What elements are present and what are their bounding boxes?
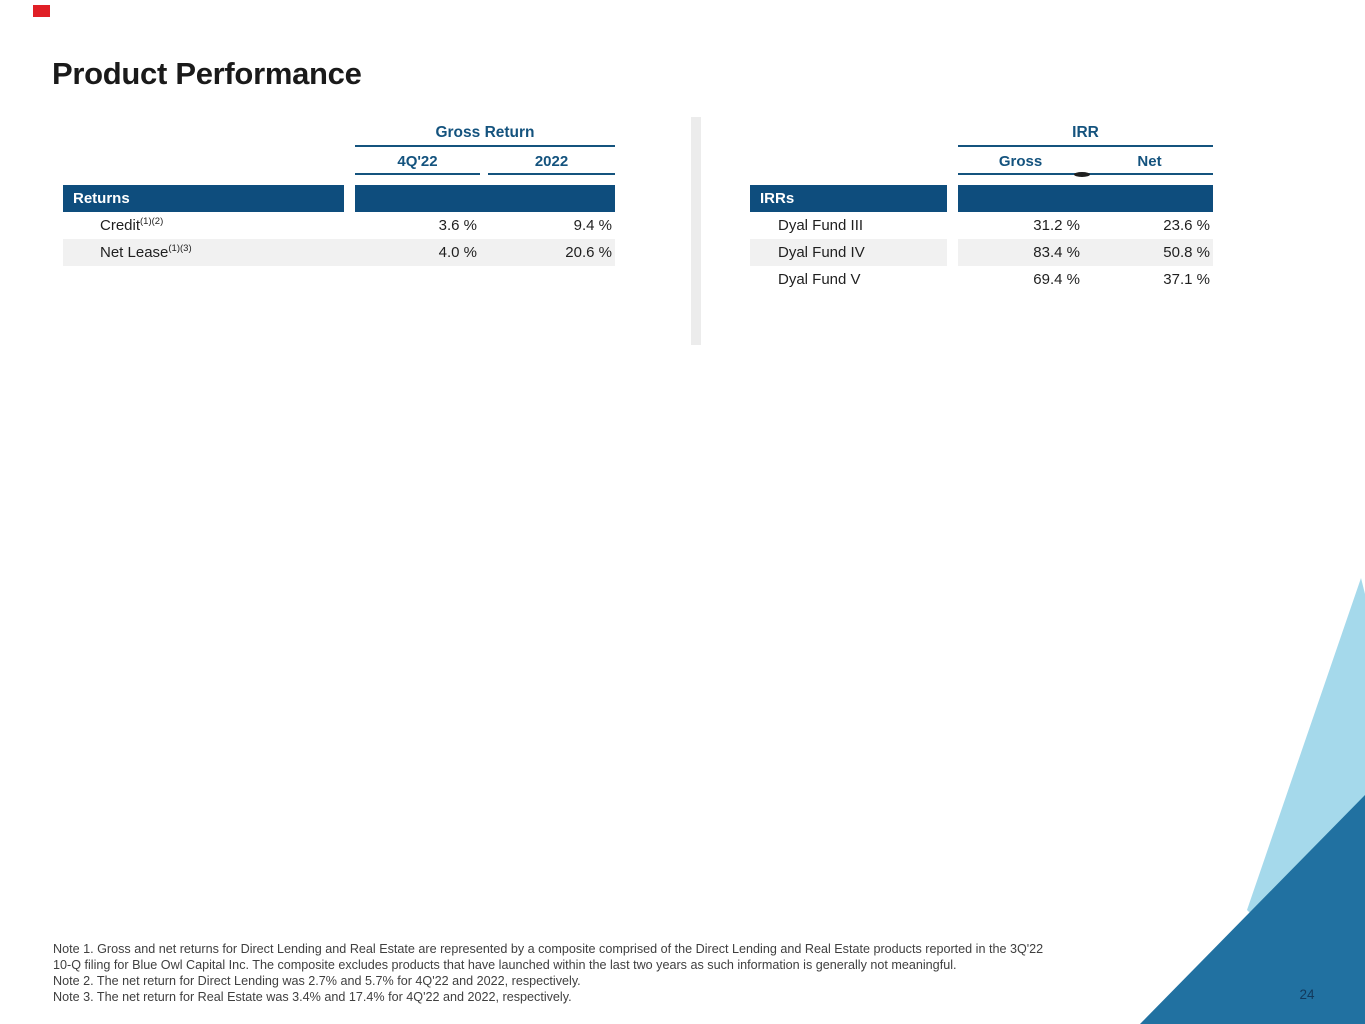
- footnote-line: Note 3. The net return for Real Estate w…: [53, 990, 572, 1004]
- cell-net-lease-2022: 20.6 %: [565, 244, 612, 261]
- cell-dyal-iii-net: 23.6 %: [1163, 217, 1210, 234]
- row-shade: [750, 239, 947, 266]
- corner-triangles-decoration: [1140, 578, 1365, 1024]
- row-shade: [63, 239, 615, 266]
- red-accent-mark: [33, 5, 50, 17]
- col-rule-4q22: [355, 173, 480, 175]
- table-divider: [691, 117, 701, 345]
- row-label-dyal-fund-iii: Dyal Fund III: [778, 217, 864, 234]
- row-shade: [958, 239, 1213, 266]
- cell-dyal-iii-gross: 31.2 %: [1033, 217, 1080, 234]
- gross-return-group-rule: [355, 145, 615, 147]
- col-header-4q22: 4Q'22: [397, 153, 438, 170]
- page-title: Product Performance: [52, 56, 362, 91]
- col-rule-2022: [488, 173, 615, 175]
- col-header-gross: Gross: [998, 153, 1043, 170]
- irrs-header-bar: IRRs: [750, 185, 947, 212]
- footnote-superscript: (1)(2): [140, 216, 164, 227]
- row-label-credit: Credit(1)(2): [100, 216, 164, 234]
- row-label-dyal-fund-iv: Dyal Fund IV: [778, 244, 865, 261]
- irr-group-header: IRR: [1072, 124, 1099, 141]
- footnote-line: Note 1. Gross and net returns for Direct…: [53, 942, 1044, 956]
- row-label-net-lease: Net Lease(1)(3): [100, 243, 192, 261]
- cell-dyal-v-gross: 69.4 %: [1033, 271, 1080, 288]
- row-label-dyal-fund-v: Dyal Fund V: [778, 271, 861, 288]
- footnote-superscript: (1)(3): [168, 243, 192, 254]
- cell-dyal-v-net: 37.1 %: [1163, 271, 1210, 288]
- cell-credit-4q22: 3.6 %: [438, 217, 477, 234]
- irr-group-rule: [958, 145, 1213, 147]
- cell-credit-2022: 9.4 %: [573, 217, 612, 234]
- returns-header-bar: Returns: [63, 185, 344, 212]
- cell-net-lease-4q22: 4.0 %: [438, 244, 477, 261]
- page-number: 24: [1299, 987, 1315, 1002]
- returns-header-bar-values: [355, 185, 615, 212]
- footnote-line: 10-Q filing for Blue Owl Capital Inc. Th…: [53, 958, 957, 972]
- irrs-header-bar-values: [958, 185, 1213, 212]
- col-header-2022: 2022: [534, 153, 569, 170]
- triangle-dark-decoration: [1140, 795, 1365, 1024]
- cell-dyal-iv-net: 50.8 %: [1163, 244, 1210, 261]
- footnotes: Note 1. Gross and net returns for Direct…: [53, 941, 1043, 1005]
- rule-smudge-mark: [1074, 172, 1090, 177]
- cell-dyal-iv-gross: 83.4 %: [1033, 244, 1080, 261]
- gross-return-group-header: Gross Return: [435, 124, 535, 141]
- col-header-net: Net: [1137, 153, 1162, 170]
- footnote-line: Note 2. The net return for Direct Lendin…: [53, 974, 581, 988]
